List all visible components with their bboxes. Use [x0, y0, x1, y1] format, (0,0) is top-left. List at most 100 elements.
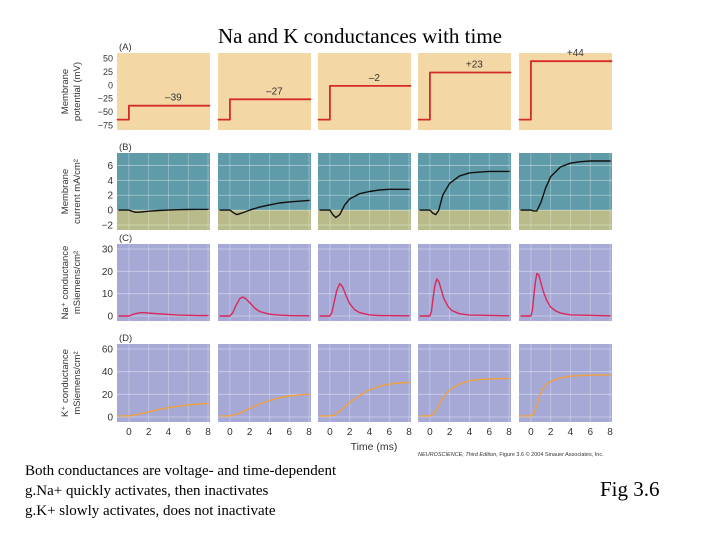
data-trace	[118, 208, 209, 213]
x-tick-label: 0	[327, 427, 333, 438]
y-tick-label: −25	[98, 94, 113, 104]
y-axis-label: mSiemens/cm²	[72, 251, 83, 314]
panel-background	[519, 53, 612, 130]
panel-background	[218, 53, 311, 130]
step-voltage-label: –39	[165, 93, 182, 104]
panel-tag: (B)	[119, 142, 132, 153]
data-trace	[520, 160, 611, 212]
panel-background	[418, 244, 511, 321]
panel-background	[418, 153, 511, 211]
y-tick-label: −50	[98, 107, 113, 117]
y-tick-label: 6	[107, 161, 113, 172]
data-trace	[118, 311, 209, 317]
panel-tag: (C)	[119, 233, 132, 244]
x-tick-label: 0	[528, 427, 534, 438]
y-tick-label: 4	[107, 176, 113, 187]
data-trace	[219, 296, 310, 317]
panel-background	[418, 53, 511, 130]
panel-background	[318, 210, 411, 230]
x-tick-label: 2	[447, 427, 453, 438]
panel-background	[218, 344, 311, 422]
data-trace	[419, 278, 510, 317]
data-trace	[518, 60, 613, 121]
caption: Both conductances are voltage- and time-…	[25, 461, 336, 521]
x-tick-label: 6	[185, 427, 191, 438]
caption-line: g.Na+ quickly activates, then inactivate…	[25, 483, 269, 499]
step-voltage-label: +23	[466, 59, 483, 70]
data-trace	[520, 374, 611, 417]
x-tick-label: 8	[607, 427, 613, 438]
y-tick-label: 2	[107, 191, 113, 202]
x-tick-label: 0	[227, 427, 233, 438]
credit-rest: Figure 3.6 © 2004 Sinauer Associates, In…	[499, 452, 604, 458]
x-tick-label: 2	[347, 427, 353, 438]
y-tick-label: 10	[102, 289, 114, 300]
panel-background	[117, 344, 210, 422]
step-voltage-label: –27	[266, 86, 283, 97]
data-trace	[319, 188, 410, 219]
y-tick-label: 0	[107, 312, 113, 323]
x-tick-label: 0	[126, 427, 132, 438]
panel-background	[519, 210, 612, 230]
panel-background	[318, 53, 411, 130]
x-tick-label: 8	[205, 427, 211, 438]
data-trace	[419, 170, 510, 216]
x-tick-label: 4	[367, 427, 373, 438]
figure-label: Fig 3.6	[600, 477, 660, 501]
figure-credit: NEUROSCIENCE, Third Edition, Figure 3.6 …	[418, 452, 604, 458]
x-tick-label: 4	[467, 427, 473, 438]
data-trace	[417, 71, 512, 121]
y-tick-label: −75	[98, 121, 113, 131]
panel-tag: (A)	[119, 42, 132, 53]
y-tick-label: 0	[108, 80, 113, 90]
data-trace	[319, 381, 410, 417]
panel-background	[519, 244, 612, 321]
x-tick-label: 4	[267, 427, 273, 438]
y-tick-label: 50	[103, 54, 113, 64]
y-axis-label: K⁺ conductance	[60, 349, 71, 417]
x-tick-label: 0	[427, 427, 433, 438]
x-tick-label: 6	[286, 427, 292, 438]
data-trace	[219, 199, 310, 216]
data-trace	[118, 402, 209, 417]
step-voltage-label: +44	[567, 48, 584, 59]
x-axis-label: Time (ms)	[351, 441, 398, 453]
data-trace	[219, 393, 310, 417]
caption-line: g.K+ slowly activates, does not inactiva…	[25, 503, 276, 519]
panel-background	[318, 153, 411, 211]
y-tick-label: 25	[103, 67, 113, 77]
panel-background	[117, 153, 210, 211]
data-trace	[217, 98, 312, 121]
y-tick-label: 0	[107, 206, 113, 217]
panel-tag: (D)	[119, 333, 132, 344]
panel-background	[218, 244, 311, 321]
step-voltage-label: –2	[369, 73, 381, 84]
slide-title: Na and K conductances with time	[218, 24, 502, 48]
y-tick-label: 60	[102, 345, 114, 356]
y-tick-label: 20	[102, 390, 114, 401]
y-tick-label: 40	[102, 367, 114, 378]
x-tick-label: 2	[247, 427, 253, 438]
x-tick-label: 4	[166, 427, 172, 438]
y-tick-label: 0	[107, 413, 113, 424]
x-tick-label: 8	[306, 427, 312, 438]
y-tick-label: 20	[102, 267, 114, 278]
data-trace	[520, 272, 611, 317]
y-axis-label: mSiemens/cm²	[72, 351, 83, 414]
y-tick-label: −2	[102, 221, 114, 232]
x-tick-label: 2	[548, 427, 554, 438]
panel-background	[117, 244, 210, 321]
x-tick-label: 8	[506, 427, 512, 438]
panel-background	[519, 344, 612, 422]
panel-background	[218, 153, 311, 211]
credit-book: NEUROSCIENCE, Third Edition,	[418, 452, 498, 458]
x-tick-label: 4	[568, 427, 574, 438]
caption-line: Both conductances are voltage- and time-…	[25, 463, 337, 479]
x-tick-label: 8	[406, 427, 412, 438]
data-trace	[419, 377, 510, 417]
y-axis-label: potential (mV)	[72, 62, 83, 121]
data-trace	[116, 104, 211, 121]
y-tick-label: 30	[102, 245, 114, 256]
x-tick-label: 6	[386, 427, 392, 438]
